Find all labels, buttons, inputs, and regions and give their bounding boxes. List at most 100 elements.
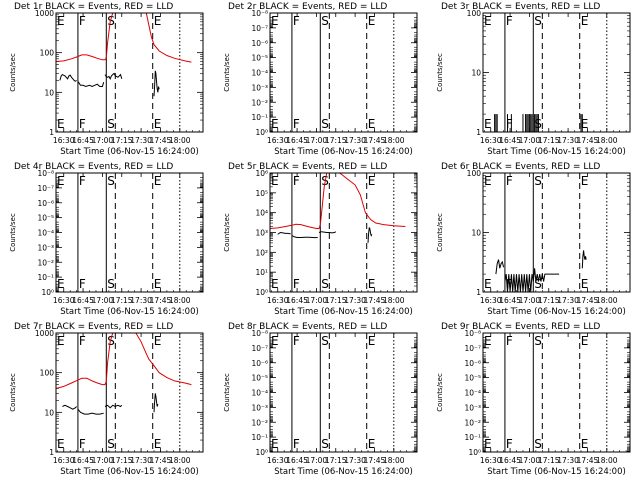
x-axis-label: Start Time (06-Nov-15 16:24:00) bbox=[60, 147, 199, 157]
x-tick-label: 17:30 bbox=[130, 296, 152, 305]
x-tick-label: 17:15 bbox=[111, 456, 133, 465]
marker-label-top: S bbox=[321, 334, 329, 348]
x-tick-label: 17:30 bbox=[557, 296, 579, 305]
y-tick-label: 10⁻⁴ bbox=[251, 69, 268, 78]
y-axis-label: Counts/sec bbox=[436, 213, 444, 252]
x-axis-label: Start Time (06-Nov-15 16:24:00) bbox=[487, 467, 626, 477]
x-tick-label: 17:45 bbox=[577, 296, 599, 305]
marker-label-top: S bbox=[107, 174, 115, 188]
series-line-events bbox=[581, 250, 587, 269]
y-tick-label: 10⁻⁵ bbox=[251, 54, 268, 63]
x-tick-label: 16:45 bbox=[286, 456, 308, 465]
panel-title: Det 3r BLACK = Events, RED = LLD bbox=[441, 2, 600, 12]
y-tick-label: 10⁻⁸ bbox=[37, 169, 54, 178]
marker-label-top: F bbox=[293, 14, 300, 28]
x-tick-label: 16:45 bbox=[72, 456, 94, 465]
y-tick-label: 100 bbox=[40, 49, 55, 58]
y-tick-label: 10⁻⁷ bbox=[37, 184, 54, 193]
marker-label-bottom: F bbox=[506, 437, 513, 451]
x-tick-label: 16:45 bbox=[499, 456, 521, 465]
panel-det-1r: Det 1r BLACK = Events, RED = LLD 16:3016:… bbox=[9, 2, 204, 157]
panel-title: Det 2r BLACK = Events, RED = LLD bbox=[228, 2, 387, 12]
y-tick-label: 10 bbox=[44, 88, 54, 97]
marker-label-top: E bbox=[581, 14, 589, 28]
marker-label-top: E bbox=[581, 174, 589, 188]
panel-title: Det 5r BLACK = Events, RED = LLD bbox=[228, 162, 387, 172]
marker-label-bottom: E bbox=[484, 437, 492, 451]
x-tick-label: 18:00 bbox=[596, 296, 618, 305]
y-tick-label: 10⁰ bbox=[255, 128, 268, 137]
y-tick-label: 10⁻⁸ bbox=[251, 9, 268, 18]
x-tick-label: 16:30 bbox=[267, 456, 289, 465]
x-axis-label: Start Time (06-Nov-15 16:24:00) bbox=[60, 307, 199, 317]
marker-label-top: F bbox=[293, 174, 300, 188]
marker-label-bottom: E bbox=[57, 277, 65, 291]
series-line-events bbox=[77, 408, 104, 415]
marker-label-bottom: S bbox=[321, 277, 329, 291]
marker-label-bottom: E bbox=[154, 437, 162, 451]
x-tick-label: 17:45 bbox=[150, 296, 172, 305]
x-axis-label: Start Time (06-Nov-15 16:24:00) bbox=[274, 147, 413, 157]
marker-label-top: S bbox=[107, 14, 115, 28]
x-tick-label: 17:30 bbox=[130, 456, 152, 465]
marker-label-top: E bbox=[154, 14, 162, 28]
series-line-events bbox=[104, 72, 123, 80]
x-tick-label: 17:30 bbox=[130, 136, 152, 145]
x-tick-label: 18:00 bbox=[383, 456, 405, 465]
panel-frame bbox=[482, 172, 631, 293]
panel-title: Det 9r BLACK = Events, RED = LLD bbox=[441, 322, 600, 332]
panel-title: Det 6r BLACK = Events, RED = LLD bbox=[441, 162, 600, 172]
marker-label-bottom: E bbox=[368, 117, 376, 131]
y-tick-label: 10⁻⁵ bbox=[37, 214, 54, 223]
series-line-events bbox=[318, 231, 337, 234]
series-line-events bbox=[367, 227, 373, 243]
x-tick-label: 17:00 bbox=[519, 136, 541, 145]
x-tick-label: 17:00 bbox=[306, 136, 328, 145]
y-tick-label: 10 bbox=[471, 69, 481, 78]
x-tick-label: 17:30 bbox=[344, 296, 366, 305]
x-tick-label: 16:45 bbox=[499, 296, 521, 305]
panel-det-3r: Det 3r BLACK = Events, RED = LLD 16:3016:… bbox=[436, 2, 631, 157]
marker-label-top: E bbox=[154, 334, 162, 348]
x-tick-label: 17:45 bbox=[364, 296, 386, 305]
panel-frame bbox=[482, 12, 631, 133]
panel-frame bbox=[55, 172, 204, 293]
y-tick-label: 10⁻⁵ bbox=[464, 374, 481, 383]
x-tick-label: 17:00 bbox=[92, 136, 114, 145]
marker-label-bottom: E bbox=[57, 117, 65, 131]
x-tick-label: 17:45 bbox=[364, 136, 386, 145]
panel-data bbox=[270, 173, 406, 243]
panel-frame bbox=[269, 332, 418, 453]
y-tick-label: 100 bbox=[467, 169, 482, 178]
x-tick-label: 17:00 bbox=[519, 456, 541, 465]
panel-det-6r: Det 6r BLACK = Events, RED = LLD 16:3016:… bbox=[436, 162, 631, 317]
panel-data bbox=[495, 250, 587, 292]
marker-label-top: E bbox=[484, 334, 492, 348]
marker-label-bottom: F bbox=[79, 277, 86, 291]
y-tick-label: 10⁻² bbox=[464, 418, 481, 427]
marker-label-top: S bbox=[321, 14, 329, 28]
y-tick-label: 10⁻³ bbox=[37, 243, 54, 252]
x-tick-label: 16:30 bbox=[267, 136, 289, 145]
x-tick-label: 17:15 bbox=[111, 296, 133, 305]
marker-label-bottom: S bbox=[534, 437, 542, 451]
marker-label-bottom: F bbox=[293, 277, 300, 291]
series-line-events bbox=[291, 235, 318, 239]
x-tick-label: 17:45 bbox=[577, 456, 599, 465]
x-tick-label: 16:30 bbox=[267, 296, 289, 305]
y-tick-label: 10⁻⁷ bbox=[464, 344, 481, 353]
x-tick-label: 16:30 bbox=[480, 136, 502, 145]
marker-label-bottom: S bbox=[107, 437, 115, 451]
marker-label-bottom: E bbox=[271, 277, 279, 291]
y-tick-label: 10⁶ bbox=[255, 169, 268, 178]
y-tick-label: 10⁻⁴ bbox=[464, 389, 481, 398]
marker-label-top: S bbox=[107, 334, 115, 348]
marker-label-top: F bbox=[506, 174, 513, 188]
y-tick-label: 10 bbox=[471, 229, 481, 238]
y-tick-label: 10⁻¹ bbox=[251, 433, 268, 442]
x-tick-label: 17:30 bbox=[557, 136, 579, 145]
x-tick-label: 17:15 bbox=[325, 456, 347, 465]
x-tick-label: 17:15 bbox=[325, 296, 347, 305]
y-tick-label: 10⁰ bbox=[41, 288, 54, 297]
